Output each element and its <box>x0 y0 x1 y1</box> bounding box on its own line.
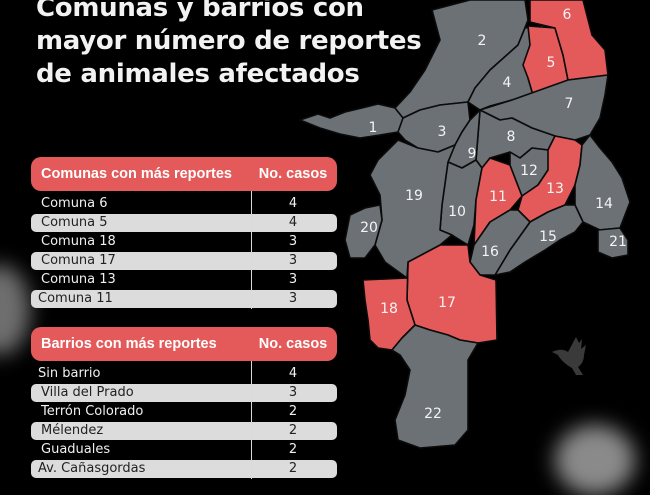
comuna-count: 4 <box>288 215 298 231</box>
comuna-1-label: 1 <box>369 120 378 136</box>
column-divider <box>251 157 252 309</box>
table-row: Villa del Prado 3 <box>31 383 337 402</box>
comuna-5-label: 5 <box>547 55 556 71</box>
comuna-13-label: 13 <box>546 181 564 197</box>
comuna-count: 3 <box>288 253 298 269</box>
barrios-table: Barrios con más reportes No. casos Sin b… <box>31 327 337 479</box>
comuna-20-region <box>344 204 383 259</box>
comuna-20-label: 20 <box>360 220 378 236</box>
barrio-count: 3 <box>288 385 298 401</box>
comuna-15-label: 15 <box>539 229 557 245</box>
barrio-count: 2 <box>288 461 298 477</box>
header-casos: No. casos <box>258 336 328 352</box>
comuna-count: 3 <box>288 234 298 250</box>
comuna-name: Comuna 6 <box>41 196 108 212</box>
comuna-21-label: 21 <box>609 234 627 250</box>
title-line-3: de animales afectados <box>36 59 360 89</box>
title-line-2: mayor número de reportes <box>36 26 422 56</box>
comuna-7-label: 7 <box>565 96 574 112</box>
comuna-3-label: 3 <box>438 124 447 140</box>
comuna-22-label: 22 <box>424 406 442 422</box>
table-row: Comuna 11 3 <box>31 289 337 308</box>
comuna-22-region <box>391 324 479 449</box>
comuna-11-label: 11 <box>489 189 507 205</box>
barrio-count: 2 <box>288 423 298 439</box>
comunas-table-header: Comunas con más reportes No. casos <box>31 157 337 191</box>
comuna-count: 3 <box>288 272 298 288</box>
barrio-name: Av. Cañasgordas <box>38 461 146 477</box>
table-row: Comuna 13 3 <box>31 271 337 290</box>
barrio-name: Villa del Prado <box>41 385 134 401</box>
table-row: Comuna 18 3 <box>31 233 337 252</box>
page-title: Comunas y barrios con mayor número de re… <box>36 0 436 91</box>
table-row: Terrón Colorado 2 <box>31 403 337 422</box>
barrio-count: 2 <box>288 404 298 420</box>
comuna-16-label: 16 <box>481 244 499 260</box>
comuna-9-label: 9 <box>468 146 477 162</box>
comuna-21-region <box>597 227 629 259</box>
header-comunas: Comunas con más reportes <box>41 166 232 182</box>
comunas-table: Comunas con más reportes No. casos Comun… <box>31 157 337 309</box>
table-row: Guaduales 2 <box>31 441 337 460</box>
barrios-table-header: Barrios con más reportes No. casos <box>31 327 337 361</box>
table-row: Mélendez 2 <box>31 421 337 440</box>
comuna-19-label: 19 <box>405 188 423 204</box>
comuna-14-region <box>574 134 631 231</box>
barrio-name: Guaduales <box>41 442 111 458</box>
comuna-10-label: 10 <box>448 204 466 220</box>
bird-silhouette-icon <box>552 337 586 375</box>
table-row: Comuna 6 4 <box>31 195 337 214</box>
comuna-4-label: 4 <box>503 75 512 91</box>
barrio-count: 2 <box>288 442 298 458</box>
comuna-6-label: 6 <box>563 7 572 23</box>
comuna-8-label: 8 <box>507 129 516 145</box>
column-divider <box>251 327 252 479</box>
comuna-name: Comuna 11 <box>38 291 113 307</box>
comuna-12-label: 12 <box>520 163 538 179</box>
comuna-count: 4 <box>288 196 298 212</box>
comuna-18-label: 18 <box>380 301 398 317</box>
table-row: Sin barrio 4 <box>31 365 337 384</box>
header-barrios: Barrios con más reportes <box>41 336 217 352</box>
header-casos: No. casos <box>258 166 328 182</box>
comuna-name: Comuna 13 <box>41 272 116 288</box>
comuna-name: Comuna 5 <box>41 215 108 231</box>
comuna-2-label: 2 <box>478 33 487 49</box>
comuna-17-label: 17 <box>438 295 456 311</box>
comuna-11-region <box>473 157 523 246</box>
barrio-count: 4 <box>288 366 298 382</box>
comuna-name: Comuna 18 <box>41 234 116 250</box>
table-row: Av. Cañasgordas 2 <box>31 459 337 478</box>
smoke-cloud-bottom-right <box>555 425 635 495</box>
title-line-1: Comunas y barrios con <box>36 0 364 23</box>
table-row: Comuna 5 4 <box>31 213 337 232</box>
table-row: Comuna 17 3 <box>31 251 337 270</box>
barrio-name: Terrón Colorado <box>41 404 144 420</box>
barrio-name: Sin barrio <box>38 366 101 382</box>
barrio-name: Mélendez <box>41 423 104 439</box>
comuna-count: 3 <box>288 291 298 307</box>
comuna-14-label: 14 <box>595 196 613 212</box>
comuna-1-region <box>299 103 406 139</box>
comuna-name: Comuna 17 <box>41 253 116 269</box>
